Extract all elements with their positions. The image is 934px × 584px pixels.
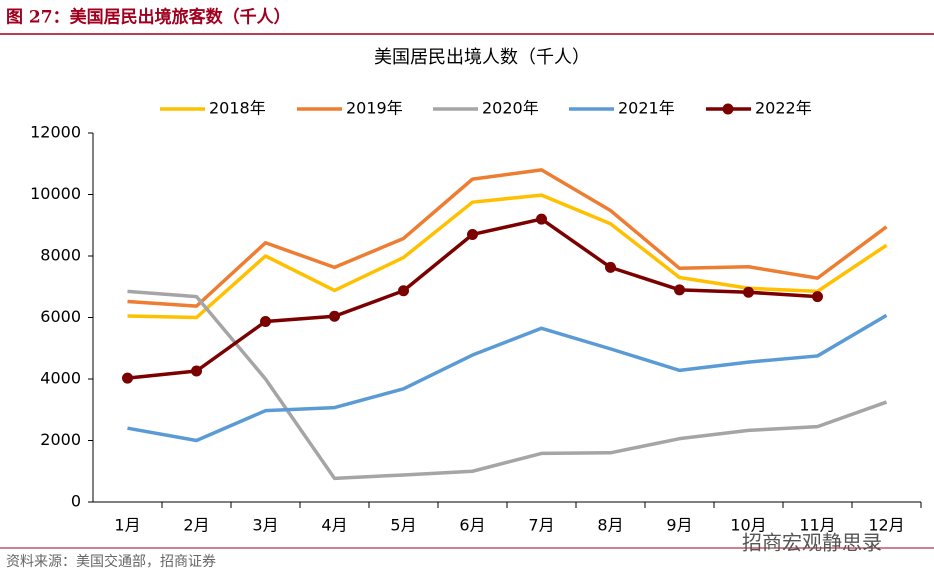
data-point bbox=[743, 286, 754, 298]
data-point bbox=[191, 365, 202, 377]
y-tick-label: 2000 bbox=[40, 430, 81, 449]
chart-title: 美国居民出境人数（千人） bbox=[374, 47, 590, 68]
data-point bbox=[329, 310, 340, 322]
x-tick-label: 6月 bbox=[459, 516, 485, 535]
y-tick-label: 0 bbox=[71, 492, 81, 511]
x-tick-label: 5月 bbox=[390, 516, 416, 535]
series-line bbox=[127, 289, 888, 481]
data-point bbox=[467, 228, 478, 240]
legend-label: 2020年 bbox=[482, 99, 539, 118]
x-tick-label: 9月 bbox=[666, 516, 692, 535]
series-line bbox=[127, 193, 888, 320]
y-tick-label: 10000 bbox=[30, 184, 81, 203]
data-point bbox=[122, 372, 133, 384]
watermark: 招商宏观静思录 bbox=[742, 531, 882, 555]
series-line bbox=[127, 313, 888, 443]
legend-label: 2021年 bbox=[618, 99, 675, 118]
x-tick-label: 4月 bbox=[321, 516, 347, 535]
x-tick-label: 11月 bbox=[799, 516, 835, 535]
x-tick-label: 2月 bbox=[183, 516, 209, 535]
data-point bbox=[812, 291, 823, 303]
series-line bbox=[127, 168, 888, 308]
header-title: 图 27：美国居民出境旅客数（千人） bbox=[6, 7, 291, 28]
y-tick-label: 4000 bbox=[40, 369, 81, 388]
x-tick-label: 10月 bbox=[730, 516, 766, 535]
y-tick-label: 8000 bbox=[40, 246, 81, 265]
x-tick-label: 8月 bbox=[597, 516, 623, 535]
y-tick-label: 6000 bbox=[40, 307, 81, 326]
x-tick-label: 3月 bbox=[252, 516, 278, 535]
source-note: 资料来源：美国交通部，招商证券 bbox=[6, 553, 216, 570]
data-point bbox=[398, 285, 409, 297]
legend-label: 2019年 bbox=[346, 99, 403, 118]
data-point bbox=[674, 284, 685, 296]
data-point bbox=[260, 315, 271, 327]
legend-marker bbox=[722, 103, 734, 115]
x-tick-label: 1月 bbox=[114, 516, 140, 535]
legend-label: 2018年 bbox=[209, 99, 266, 118]
x-tick-label: 7月 bbox=[528, 516, 554, 535]
legend-label: 2022年 bbox=[755, 99, 812, 118]
y-tick-label: 12000 bbox=[30, 123, 81, 142]
x-tick-label: 12月 bbox=[868, 516, 904, 535]
data-point bbox=[536, 213, 547, 225]
data-point bbox=[605, 261, 616, 273]
